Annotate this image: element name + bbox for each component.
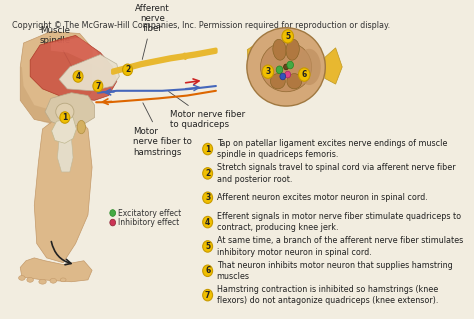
Text: 4: 4 — [205, 218, 210, 226]
Polygon shape — [57, 138, 73, 172]
Circle shape — [110, 210, 116, 216]
Circle shape — [123, 64, 133, 76]
Ellipse shape — [298, 49, 321, 85]
Text: Afferent neuron excites motor neuron in spinal cord.: Afferent neuron excites motor neuron in … — [217, 193, 428, 202]
Circle shape — [285, 71, 291, 78]
Text: Excitatory effect: Excitatory effect — [118, 209, 181, 218]
Circle shape — [73, 71, 83, 82]
Text: 2: 2 — [205, 169, 210, 178]
Polygon shape — [51, 37, 104, 70]
Circle shape — [203, 216, 213, 228]
Text: 5: 5 — [205, 242, 210, 251]
Text: That neuron inhibits motor neuron that supplies hamstring
muscles: That neuron inhibits motor neuron that s… — [217, 261, 453, 281]
Text: Efferent signals in motor nerve fiber stimulate quadriceps to
contract, producin: Efferent signals in motor nerve fiber st… — [217, 212, 461, 232]
Text: Stretch signals travel to spinal cord via afferent nerve fiber
and posterior roo: Stretch signals travel to spinal cord vi… — [217, 163, 456, 184]
Text: 4: 4 — [75, 72, 81, 81]
Circle shape — [299, 68, 310, 81]
Ellipse shape — [56, 103, 74, 120]
Polygon shape — [20, 258, 92, 282]
Text: 7: 7 — [205, 291, 210, 300]
Text: 3: 3 — [265, 67, 271, 76]
Ellipse shape — [261, 42, 312, 92]
Text: Afferent
nerve
fiber: Afferent nerve fiber — [135, 4, 170, 59]
Ellipse shape — [247, 28, 325, 106]
Polygon shape — [30, 35, 117, 100]
Circle shape — [110, 219, 116, 226]
Ellipse shape — [77, 120, 85, 134]
Text: 1: 1 — [205, 145, 210, 153]
Text: 3: 3 — [205, 193, 210, 202]
Text: 7: 7 — [95, 82, 100, 91]
Circle shape — [203, 265, 213, 277]
Polygon shape — [59, 55, 119, 91]
Polygon shape — [20, 67, 51, 124]
Polygon shape — [52, 117, 76, 143]
Text: Muscle
spindle: Muscle spindle — [39, 26, 74, 71]
Circle shape — [203, 168, 213, 179]
Polygon shape — [34, 115, 92, 263]
Circle shape — [287, 61, 293, 69]
Ellipse shape — [18, 276, 25, 280]
Circle shape — [60, 112, 70, 123]
Polygon shape — [247, 43, 265, 72]
Circle shape — [203, 289, 213, 301]
Text: 6: 6 — [205, 266, 210, 275]
Polygon shape — [325, 48, 342, 84]
Ellipse shape — [50, 278, 56, 283]
Ellipse shape — [39, 279, 46, 284]
Ellipse shape — [286, 39, 300, 60]
Ellipse shape — [287, 74, 302, 89]
Text: At same time, a branch of the afferent nerve fiber stimulates
inhibitory motor n: At same time, a branch of the afferent n… — [217, 236, 463, 257]
Circle shape — [93, 80, 103, 92]
Text: Copyright © The McGraw-Hill Companies, Inc. Permission required for reproduction: Copyright © The McGraw-Hill Companies, I… — [12, 21, 390, 30]
Circle shape — [203, 192, 213, 204]
Polygon shape — [45, 93, 94, 127]
Ellipse shape — [270, 74, 285, 89]
Ellipse shape — [27, 278, 34, 282]
Text: 6: 6 — [301, 70, 307, 79]
Circle shape — [280, 73, 286, 80]
Circle shape — [203, 143, 213, 155]
Text: 1: 1 — [62, 113, 67, 122]
Circle shape — [282, 30, 293, 43]
Text: Motor
nerve fiber to
hamstrings: Motor nerve fiber to hamstrings — [133, 103, 192, 157]
Polygon shape — [20, 32, 92, 124]
Text: Inhibitory effect: Inhibitory effect — [118, 218, 179, 227]
Text: 2: 2 — [125, 65, 130, 74]
Text: Hamstring contraction is inhibited so hamstrings (knee
flexors) do not antagoniz: Hamstring contraction is inhibited so ha… — [217, 285, 438, 305]
Text: 5: 5 — [285, 32, 290, 41]
Circle shape — [262, 65, 273, 78]
Ellipse shape — [283, 64, 289, 70]
Ellipse shape — [60, 278, 66, 282]
Circle shape — [203, 241, 213, 252]
Ellipse shape — [273, 39, 286, 60]
Text: Tap on patellar ligament excites nerve endings of muscle
spindle in quadriceps f: Tap on patellar ligament excites nerve e… — [217, 139, 447, 159]
Circle shape — [276, 66, 283, 74]
Text: Motor nerve fiber
to quadriceps: Motor nerve fiber to quadriceps — [169, 92, 246, 129]
